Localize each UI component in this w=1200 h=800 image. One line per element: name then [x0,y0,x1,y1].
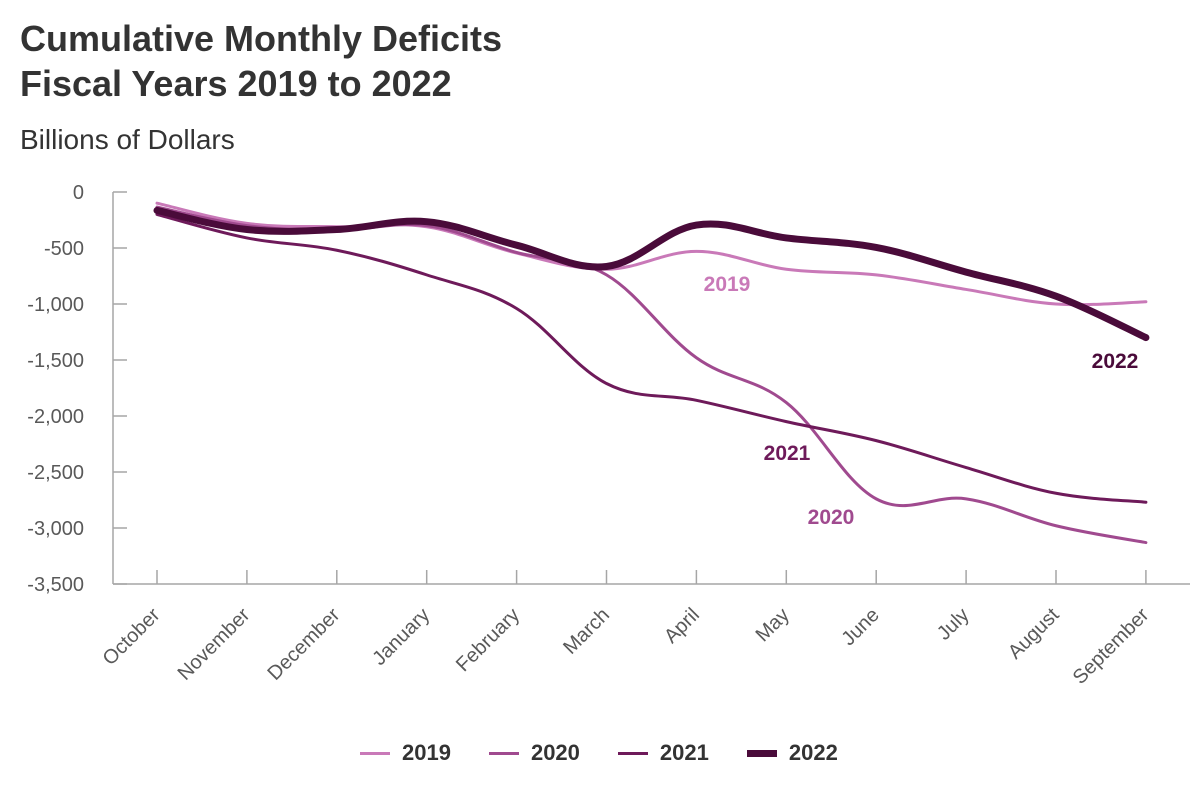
legend-swatch [617,751,648,755]
x-tick-label: April [660,604,704,648]
annotation-2019: 2019 [704,273,751,296]
y-tick-label: 0 [73,182,84,204]
x-tick-label: September [1069,604,1154,689]
x-tick-label: January [368,604,434,670]
y-tick-label: -1,000 [27,294,84,316]
legend-swatch [360,751,390,755]
legend-item-2022: 2022 [746,740,838,766]
legend-item-2020: 2020 [488,740,580,766]
x-tick-label: June [838,604,884,650]
chart-subtitle: Billions of Dollars [20,124,235,155]
series-line-2020 [155,205,1148,545]
legend-label: 2020 [530,740,580,765]
x-tick-label: November [174,604,255,685]
chart-title: Cumulative Monthly Deficits Fiscal Years… [20,16,502,106]
x-axis-ticks: October November December January February Ma… [99,570,1154,689]
legend-swatch [746,749,777,757]
legend-swatch [488,751,519,755]
series-lines [153,201,1150,545]
y-tick-label: -3,500 [27,574,84,596]
y-axis-ticks: 0 -500 -1,000 -1,500 -2,000 -2,500 -3,000 -3,50… [27,182,127,596]
legend-label: 2019 [402,740,451,765]
y-tick-label: -3,000 [27,518,84,540]
x-tick-label: December [264,604,345,685]
legend-label: 2022 [788,740,838,765]
annotation-2022: 2022 [1092,350,1139,373]
series-line-2019 [155,201,1148,307]
y-tick-label: -2,000 [27,406,84,428]
x-tick-label: October [99,604,165,670]
y-tick-label: -2,500 [27,462,84,484]
x-tick-label: July [933,604,974,645]
x-tick-label: February [452,604,524,676]
legend: 2019 2020 2021 2022 [360,740,838,766]
chart-title-line1: Cumulative Monthly Deficits [20,18,503,59]
x-tick-label: August [1004,604,1064,664]
series-line-2021 [155,212,1148,504]
chart-title-line2: Fiscal Years 2019 to 2022 [20,63,452,104]
legend-item-2019: 2019 [360,740,451,766]
legend-item-2021: 2021 [617,740,709,766]
x-tick-label: May [752,604,794,646]
annotation-2021: 2021 [764,442,811,465]
series-line-2022 [153,206,1150,342]
y-tick-label: -1,500 [27,350,84,372]
axes [112,192,1190,585]
series-annotations: 2019 2020 2021 2022 [704,273,1139,529]
legend-label: 2021 [659,740,709,765]
y-tick-label: -500 [44,238,84,260]
x-tick-label: March [559,604,614,659]
annotation-2020: 2020 [808,506,855,529]
